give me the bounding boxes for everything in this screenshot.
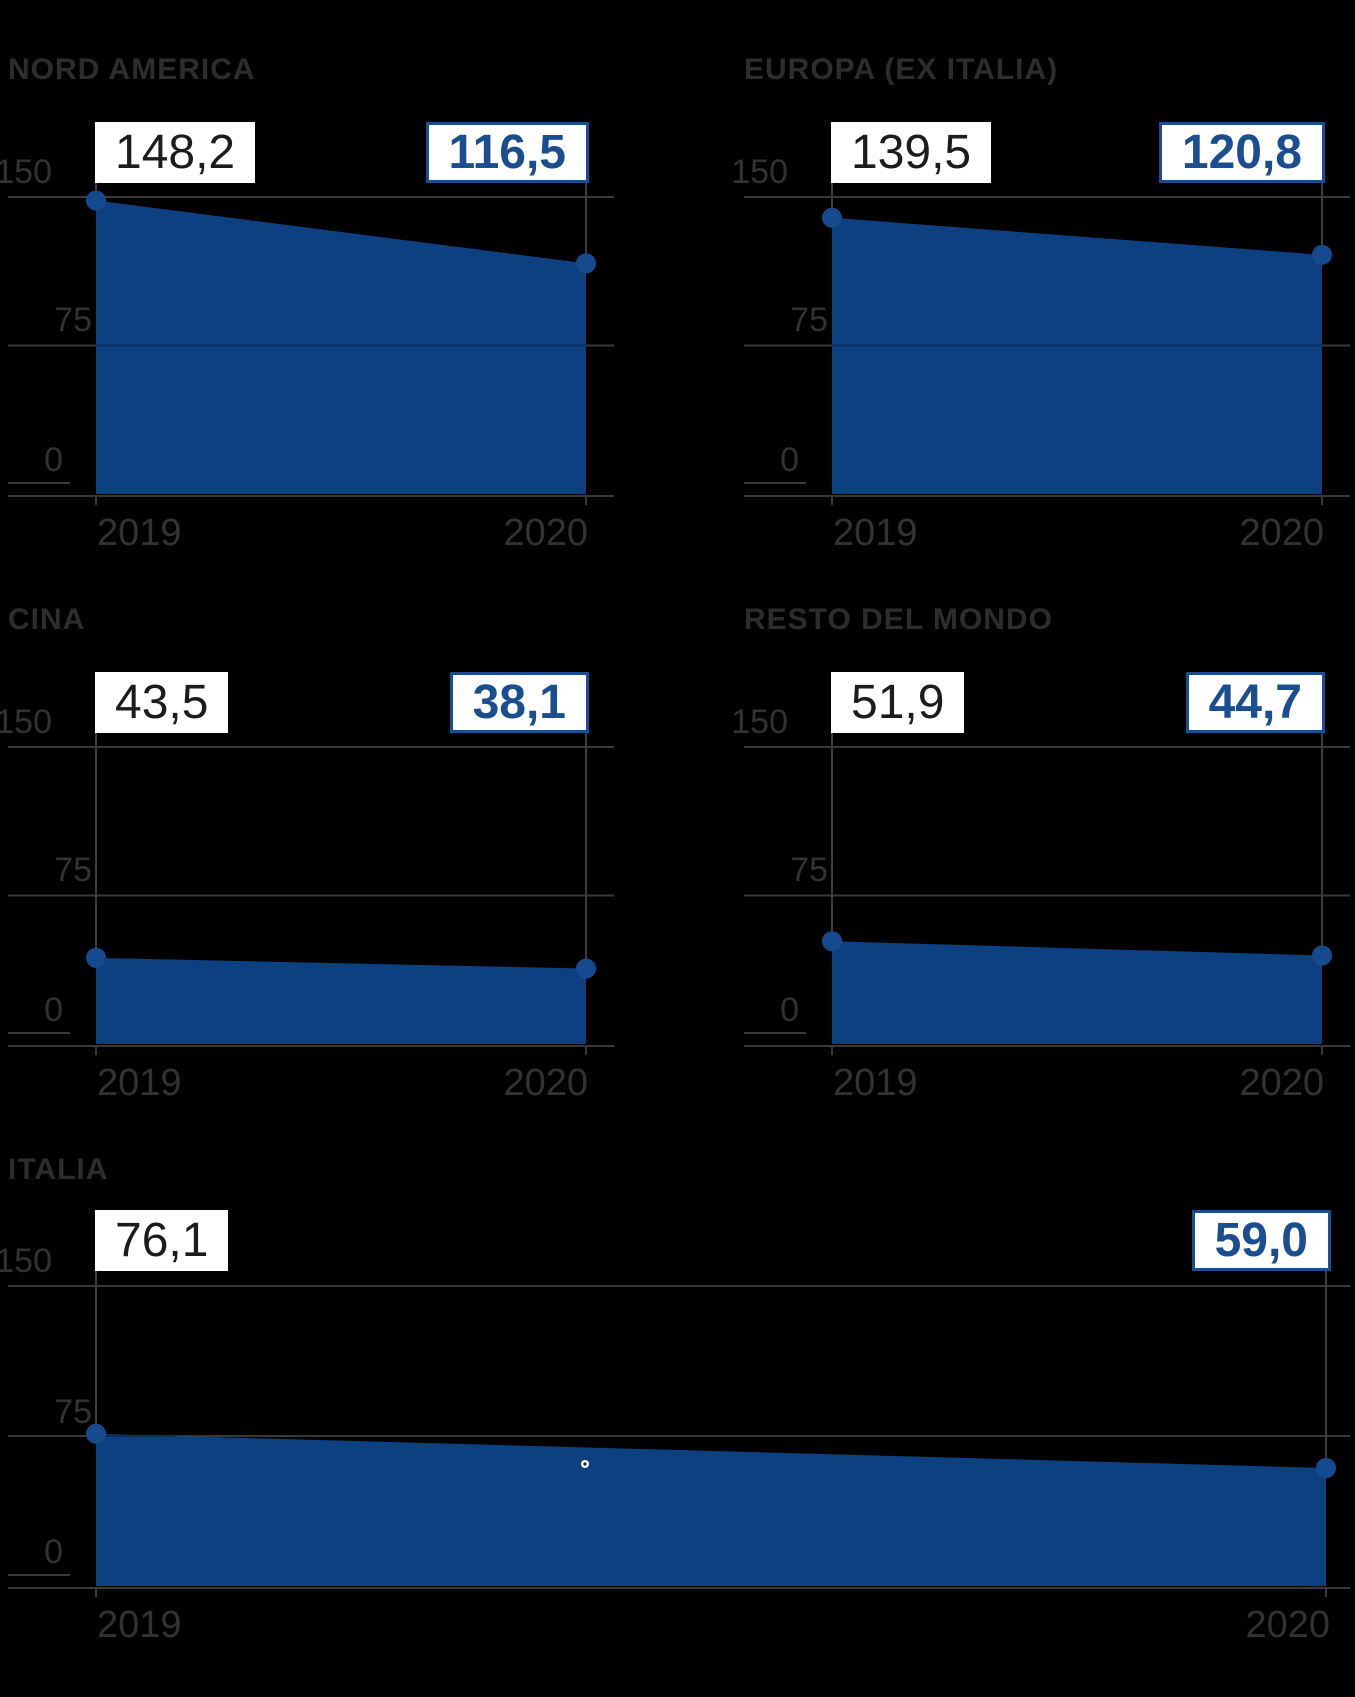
data-point-2019: [86, 190, 106, 211]
chart-title: EUROPA (EX ITALIA): [744, 53, 1059, 86]
y-tick-label-75: 75: [54, 1393, 92, 1431]
area-fill: [96, 1433, 1326, 1586]
x-tick-label-2020: 2020: [503, 512, 588, 554]
x-tick-label-2019: 2019: [97, 512, 182, 554]
y-tick-label-0: 0: [780, 991, 799, 1029]
value-callout-2020: 44,7: [1185, 672, 1325, 733]
value-callout-2020: 116,5: [425, 122, 589, 183]
x-tick-label-2020: 2020: [1245, 1604, 1330, 1646]
area-fill: [832, 217, 1322, 495]
data-point-2020: [1312, 945, 1332, 966]
value-callout-2020: 38,1: [449, 672, 589, 733]
data-point-2020: [1312, 244, 1332, 265]
data-point-2020: [576, 958, 596, 979]
y-tick-label-0: 0: [780, 441, 799, 479]
data-point-2019: [822, 207, 842, 228]
y-tick-label-0: 0: [44, 441, 63, 479]
data-point-2019: [86, 1423, 106, 1444]
chart-title: NORD AMERICA: [8, 53, 256, 86]
x-tick-label-2019: 2019: [97, 1604, 182, 1646]
y-tick-label-75: 75: [790, 301, 828, 339]
y-tick-label-150: 150: [0, 153, 52, 191]
y-tick-label-150: 150: [0, 703, 52, 741]
value-callout-2019: 148,2: [95, 122, 256, 183]
y-tick-label-75: 75: [790, 851, 828, 889]
stray-marker-dot-core: [583, 1462, 587, 1466]
area-fill: [96, 957, 586, 1044]
x-tick-label-2020: 2020: [1239, 512, 1324, 554]
y-tick-label-0: 0: [44, 991, 63, 1029]
value-callout-2019: 51,9: [831, 672, 965, 733]
data-point-2019: [822, 931, 842, 952]
value-callout-2019: 76,1: [95, 1210, 229, 1271]
y-tick-label-150: 150: [731, 703, 788, 741]
y-tick-label-75: 75: [54, 301, 92, 339]
x-tick-label-2019: 2019: [833, 1062, 918, 1104]
area-fill: [96, 200, 586, 494]
y-tick-label-150: 150: [0, 1242, 52, 1280]
x-tick-label-2020: 2020: [503, 1062, 588, 1104]
chart-title: CINA: [8, 603, 86, 636]
value-callout-2019: 139,5: [831, 122, 992, 183]
x-tick-label-2019: 2019: [97, 1062, 182, 1104]
y-tick-label-0: 0: [44, 1533, 63, 1571]
y-tick-label-150: 150: [731, 153, 788, 191]
data-point-2020: [1316, 1458, 1336, 1478]
area-fill: [832, 941, 1322, 1044]
x-tick-label-2019: 2019: [833, 512, 918, 554]
value-callout-2019: 43,5: [95, 672, 229, 733]
data-point-2020: [576, 253, 596, 274]
x-tick-label-2020: 2020: [1239, 1062, 1324, 1104]
value-callout-2020: 120,8: [1158, 122, 1325, 183]
value-callout-2020: 59,0: [1191, 1210, 1331, 1271]
data-point-2019: [86, 947, 106, 968]
chart-title: RESTO DEL MONDO: [744, 603, 1053, 636]
y-tick-label-75: 75: [54, 851, 92, 889]
chart-title: ITALIA: [8, 1153, 109, 1186]
